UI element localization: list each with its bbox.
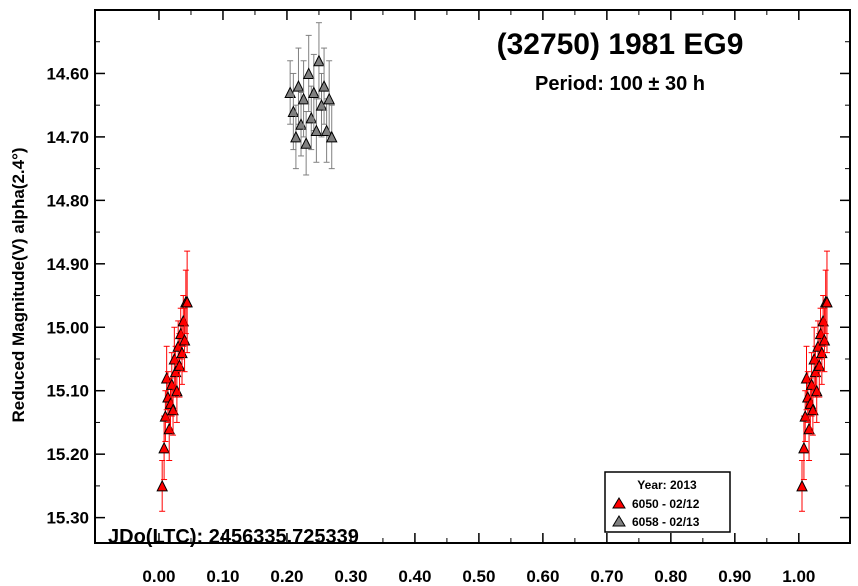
x-tick-label: 0.00 [142,567,175,586]
x-tick-label: 0.70 [590,567,623,586]
data-point [323,92,335,105]
epoch-annotation: JDo(LTC): 2456335.725339 [108,526,359,548]
chart-subtitle: Period: 100 ± 30 h [535,73,705,95]
data-point [167,403,179,416]
data-point [300,137,312,149]
legend-box [604,471,731,533]
x-tick-label: 0.90 [718,567,751,586]
y-axis-label: Reduced Magnitude(V) alpha(2.4°) [9,147,28,422]
series-group [796,250,833,512]
data-point [284,86,296,98]
x-tick-label: 0.20 [270,567,303,586]
y-tick-label: 14.60 [46,64,89,83]
y-tick-label: 15.00 [46,318,89,337]
chart-title: (32750) 1981 EG9 [497,28,744,61]
x-tick-label: 0.40 [398,567,431,586]
x-tick-label: 0.10 [206,567,239,586]
data-point [798,441,810,454]
y-tick-label: 15.20 [46,445,89,464]
plot-frame [94,9,851,544]
y-axis: 14.60 14.70 14.80 14.90 15.00 15.10 15.20 15.30 [46,41,850,528]
data-point [821,295,833,308]
x-axis: 0.00 0.10 0.20 0.30 0.40 0.50 0.60 0.70 0.80 0.90… [142,10,815,586]
series-group [156,250,193,512]
x-tick-label: 0.30 [334,567,367,586]
y-tick-label: 14.90 [46,255,89,274]
x-tick-label: 0.80 [654,567,687,586]
data-point [302,67,315,79]
legend-entry-6058: 6058 - 02/13 [632,515,700,529]
y-tick-label: 14.80 [46,191,89,210]
data-point [297,92,310,105]
x-tick-label: 0.50 [462,567,495,586]
data-point [796,479,808,492]
data-point [308,86,320,98]
data-point [290,130,302,143]
legend: Year: 2013 6050 - 02/12 6058 - 02/13 [604,471,731,533]
y-tick-label: 14.70 [46,128,89,147]
y-tick-label: 15.30 [46,509,89,528]
legend-marker-6058 [612,515,626,527]
y-tick-label: 15.10 [46,382,89,401]
data-point [292,80,305,92]
data-point [158,441,170,454]
data-point [318,80,330,92]
data-points [156,22,833,512]
legend-title: Year: 2013 [637,478,697,492]
data-point [181,295,193,308]
data-point [310,124,323,137]
data-point [156,479,168,492]
data-point [325,130,338,143]
series-group [284,22,338,176]
legend-marker-6050 [612,497,626,509]
legend-entry-6050: 6050 - 02/12 [632,497,700,511]
x-tick-label: 0.60 [526,567,559,586]
data-point [313,54,325,67]
data-point [305,111,318,124]
data-point [807,403,819,416]
x-tick-label: 1.00 [782,567,815,586]
